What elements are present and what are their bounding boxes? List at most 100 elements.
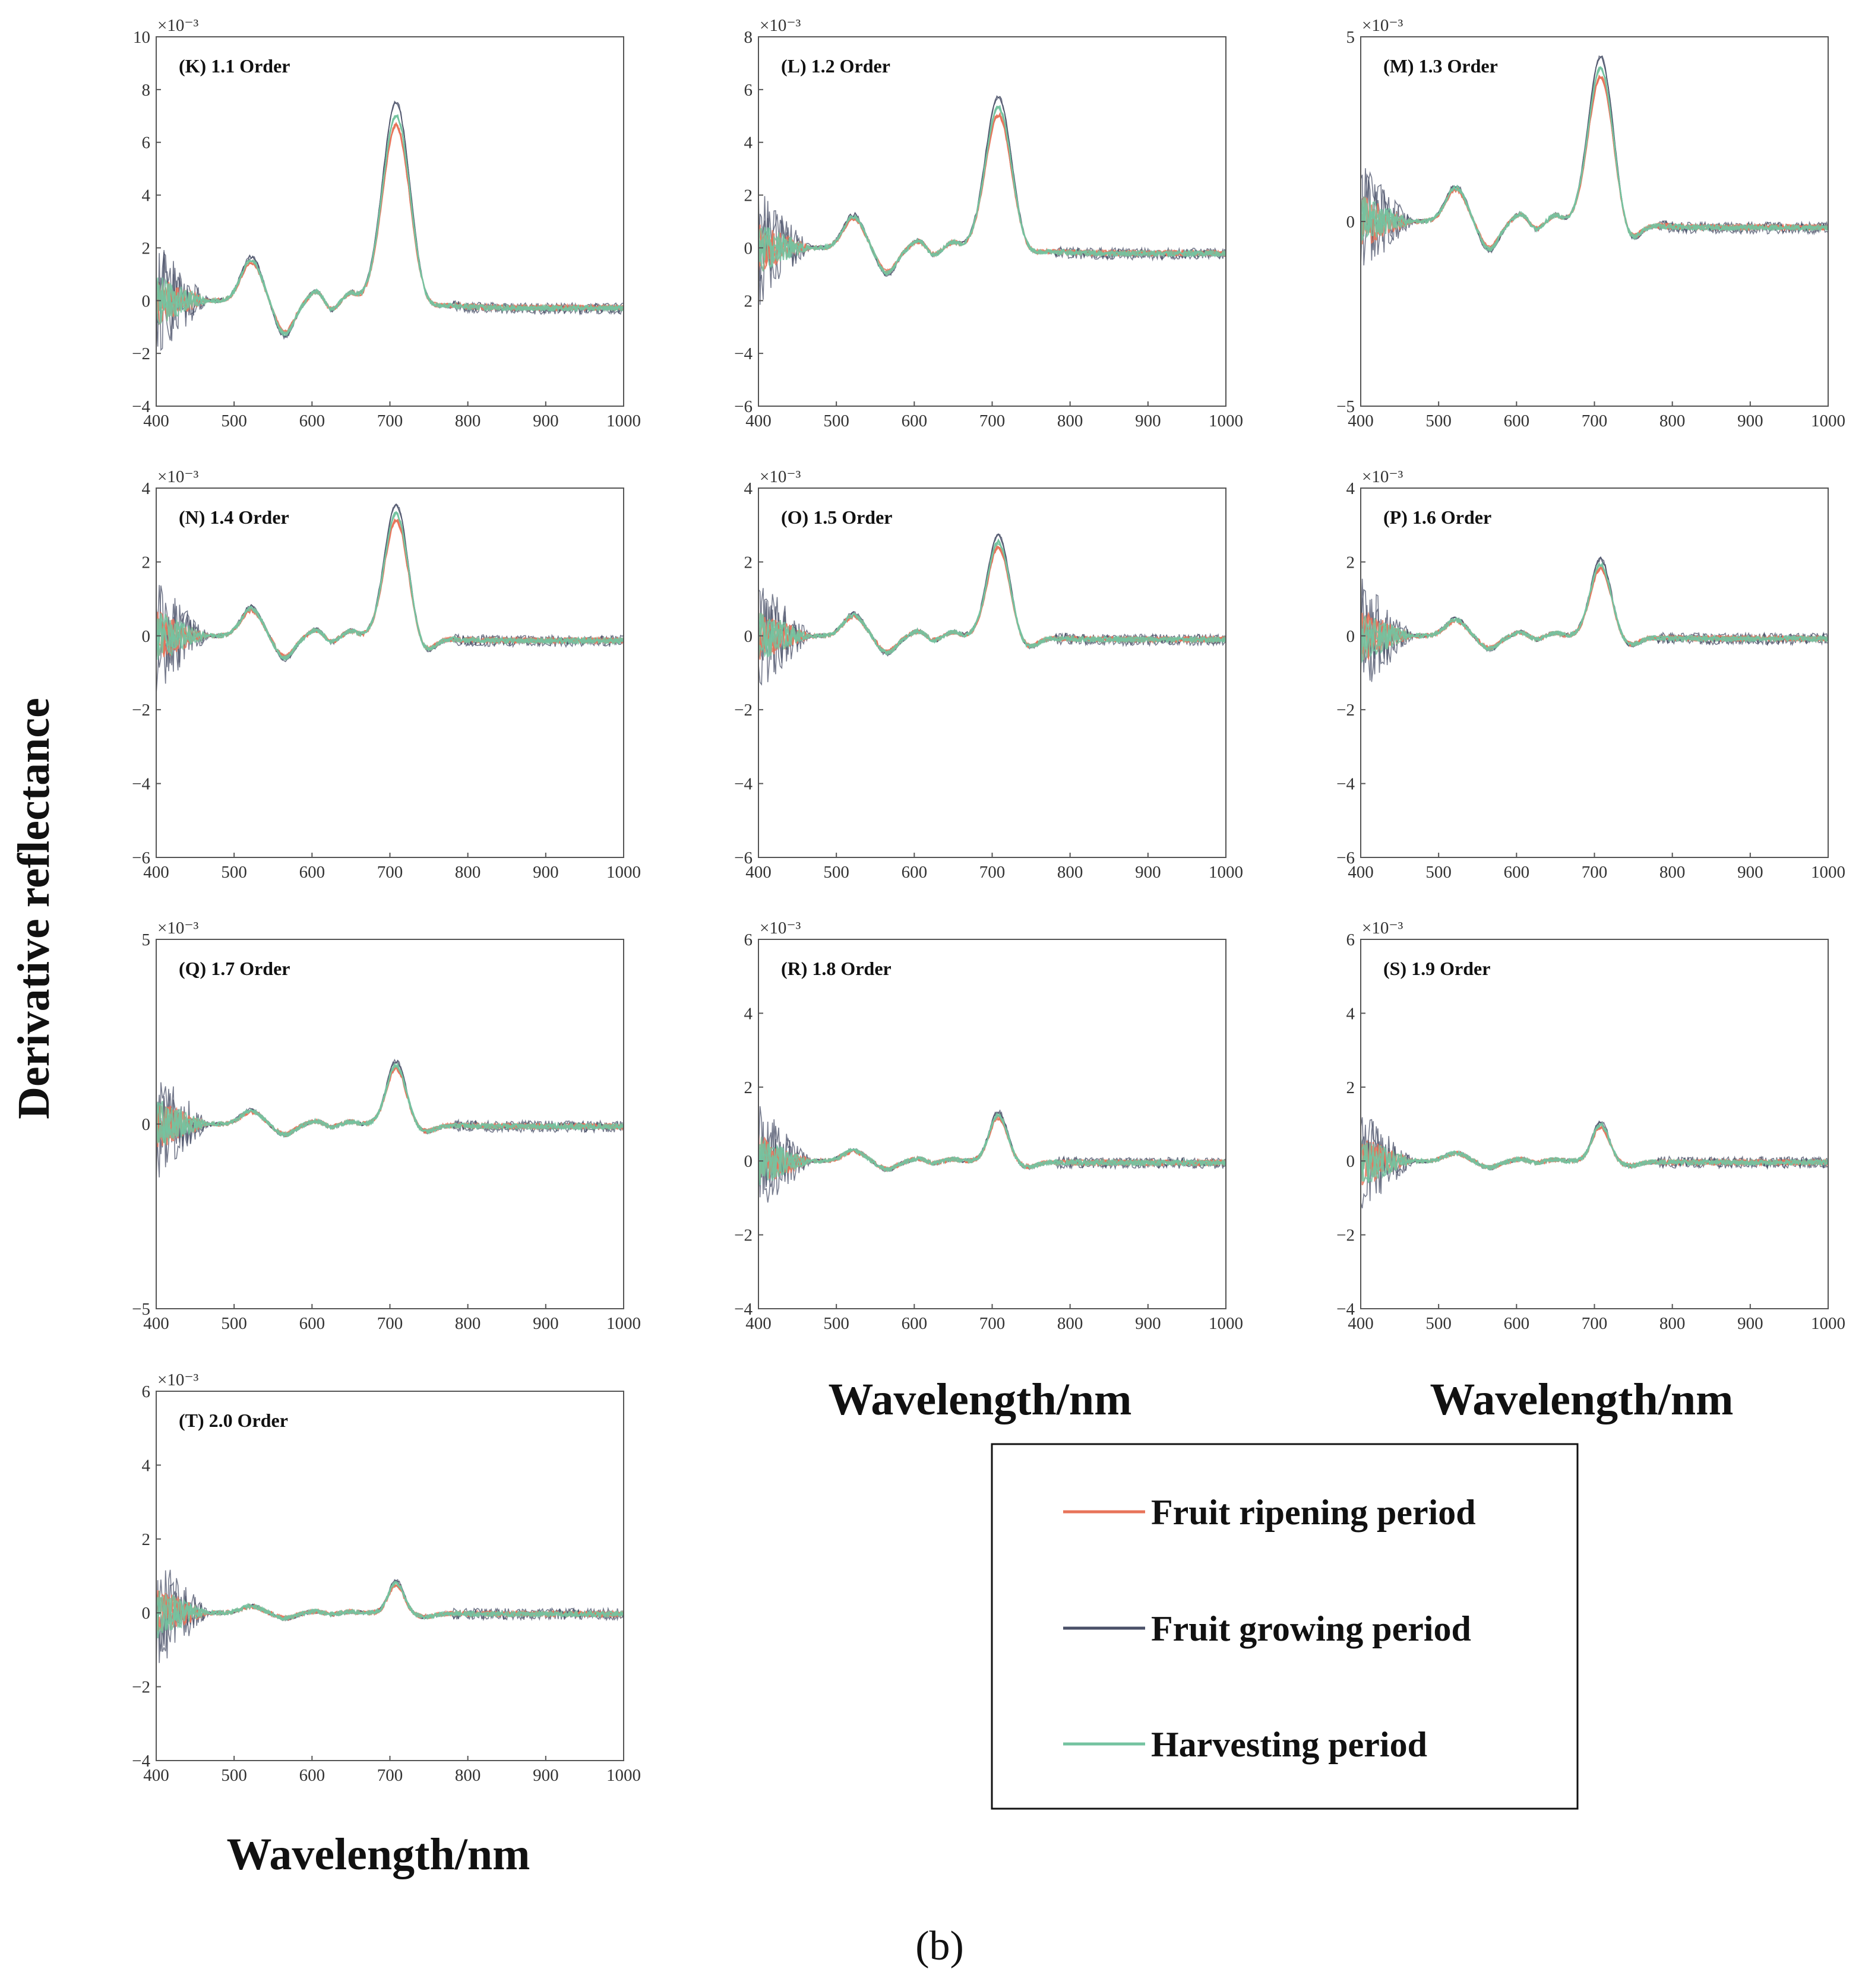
panel-4: 400 500 600 700 800 900 1000 4 2 0 −2 −4 −6 ×10⁻³ (N) …: [132, 467, 641, 882]
panel-1-ytick-0: 10: [133, 28, 150, 47]
panel-9-exponent: ×10⁻³: [1362, 919, 1403, 938]
panel-3-line-fruit-ripening-period-2: [1361, 77, 1828, 251]
panel-2-xtick-700: 700: [979, 411, 1006, 430]
panel-7-ytick-0: 5: [142, 930, 151, 949]
panel-8-xtick-900: 900: [1135, 1314, 1161, 1333]
panel-10-frame: [156, 1391, 624, 1761]
panel-1-xtick-800: 800: [455, 411, 481, 430]
panel-4-ytick-1: 2: [142, 553, 151, 572]
panel-5: 400 500 600 700 800 900 1000 4 2 0 −2 −4 −6 ×10⁻³ (O) …: [734, 467, 1243, 882]
panel-3-title: (M) 1.3 Order: [1383, 55, 1498, 77]
panel-10-xtick-400: 400: [143, 1766, 169, 1785]
panel-5-line-fruit-ripening-period-4: [758, 546, 1226, 660]
panel-2-exponent: ×10⁻³: [760, 16, 801, 35]
panel-7-series: [156, 1058, 624, 1181]
panel-2-xtick-400: 400: [745, 411, 772, 430]
x-axis-title-col1: Wavelength/nm: [227, 1829, 530, 1879]
panel-2-title: (L) 1.2 Order: [781, 55, 890, 77]
panel-8-ytick-1: 4: [744, 1004, 753, 1023]
panel-4-exponent: ×10⁻³: [157, 467, 199, 486]
panel-6-ytick-4: −4: [1336, 775, 1355, 794]
legend-frame: [991, 1443, 1579, 1810]
panel-3-xtick-600: 600: [1504, 411, 1530, 430]
panel-1-line-fruit-growing-period-3: [156, 100, 624, 352]
panel-2-ytick-4: 0: [744, 239, 753, 258]
panel-5-ytick-0: 4: [744, 479, 753, 498]
panel-1-ytick-6: −2: [132, 344, 150, 363]
panel-2-ytick-1: 6: [744, 81, 753, 100]
panel-8-ytick-3: 0: [744, 1152, 753, 1171]
panel-3-line-harvesting-period-4: [1361, 65, 1828, 249]
panel-5-frame: [758, 487, 1226, 858]
panel-1-xtick-400: 400: [143, 411, 169, 430]
panel-8-xtick-700: 700: [979, 1314, 1006, 1333]
panel-3-line-fruit-ripening-period-1: [1361, 75, 1828, 251]
panel-10-xtick-1000: 1000: [606, 1766, 641, 1785]
panel-2-frame: [758, 36, 1226, 407]
panel-1-xtick-500: 500: [221, 411, 247, 430]
panel-8-line-harvesting-period-4: [758, 1114, 1226, 1177]
legend: Fruit ripening period Fruit growing peri…: [991, 1443, 1579, 1810]
panel-1-line-harvesting-period-2: [156, 115, 624, 337]
panel-4-xtick-600: 600: [299, 863, 325, 882]
panel-4-xtick-400: 400: [143, 863, 169, 882]
panel-2-ytick-3: 2: [744, 186, 753, 205]
panel-8-ytick-5: −4: [734, 1300, 753, 1319]
panel-6-xtick-500: 500: [1425, 863, 1452, 882]
panel-5-line-fruit-growing-period-3: [758, 533, 1226, 661]
panel-2-line-fruit-ripening-period-3: [758, 115, 1226, 274]
x-axis-title-col2: Wavelength/nm: [829, 1375, 1132, 1424]
panel-4-series: [156, 503, 624, 694]
panel-10-xtick-800: 800: [455, 1766, 481, 1785]
panel-3-xtick-500: 500: [1425, 411, 1452, 430]
panel-1-ytick-4: 2: [142, 239, 151, 258]
panel-10-title: (T) 2.0 Order: [179, 1410, 288, 1431]
panel-2-ytick-6: −4: [734, 344, 753, 363]
panel-5-ytick-5: −6: [734, 849, 753, 868]
panel-3-xtick-1000: 1000: [1811, 411, 1845, 430]
panel-5-ytick-1: 2: [744, 553, 753, 572]
panel-10-ytick-0: 6: [142, 1382, 151, 1401]
panel-3: 400 500 600 700 800 900 1000 5 0 −5 ×10⁻³ (M) 1.3 O…: [1336, 16, 1845, 430]
panel-5-xtick-1000: 1000: [1209, 863, 1243, 882]
figure-caption: (b): [915, 1923, 964, 1969]
panel-4-title: (N) 1.4 Order: [179, 507, 289, 528]
panel-1-xtick-900: 900: [533, 411, 559, 430]
legend-label-growing: Fruit growing period: [1151, 1609, 1471, 1648]
panel-8-ytick-4: −2: [734, 1226, 753, 1245]
panel-4-ytick-3: −2: [132, 701, 150, 720]
panel-9-xtick-900: 900: [1737, 1314, 1763, 1333]
panel-6-xtick-700: 700: [1582, 863, 1608, 882]
y-axis-title: Derivative reflectance: [9, 698, 59, 1119]
panel-9-ytick-5: −4: [1336, 1300, 1355, 1319]
panel-9-ytick-1: 4: [1346, 1004, 1355, 1023]
panel-1-ytick-2: 6: [142, 134, 151, 153]
panel-1-frame: [156, 36, 624, 407]
panel-2: 400 500 600 700 800 900 1000 8 6 4 2 0 2 −4 −6 ×10⁻³ (L)…: [734, 16, 1243, 430]
panel-9-ytick-0: 6: [1346, 930, 1355, 949]
panel-2-line-harvesting-period-4: [758, 105, 1226, 275]
panel-2-series: [758, 95, 1226, 305]
panel-10-exponent: ×10⁻³: [157, 1370, 199, 1389]
panel-4-xtick-800: 800: [455, 863, 481, 882]
panel-9-title: (S) 1.9 Order: [1383, 958, 1490, 979]
panel-1-title: (K) 1.1 Order: [179, 55, 290, 77]
panel-5-xtick-400: 400: [745, 863, 772, 882]
panel-10-xtick-600: 600: [299, 1766, 325, 1785]
panel-6-line-harvesting-period-4: [1361, 562, 1828, 664]
panel-4-xtick-500: 500: [221, 863, 247, 882]
panel-8-exponent: ×10⁻³: [760, 919, 801, 938]
panel-6-ytick-1: 2: [1346, 553, 1355, 572]
panel-10-series: [156, 1569, 624, 1669]
panel-8-xtick-800: 800: [1057, 1314, 1083, 1333]
panel-6-xtick-600: 600: [1504, 863, 1530, 882]
panel-6-ytick-2: 0: [1346, 627, 1355, 646]
panel-10-ytick-1: 4: [142, 1456, 151, 1475]
panel-3-ytick-0: 5: [1346, 28, 1355, 47]
panel-3-series: [1361, 55, 1828, 266]
panel-7-line-harvesting-period-4: [156, 1065, 624, 1142]
panel-9-xtick-600: 600: [1504, 1314, 1530, 1333]
panel-6-exponent: ×10⁻³: [1362, 467, 1403, 486]
panel-1-line-harvesting-period-4: [156, 115, 624, 335]
panel-4-ytick-0: 4: [142, 479, 151, 498]
